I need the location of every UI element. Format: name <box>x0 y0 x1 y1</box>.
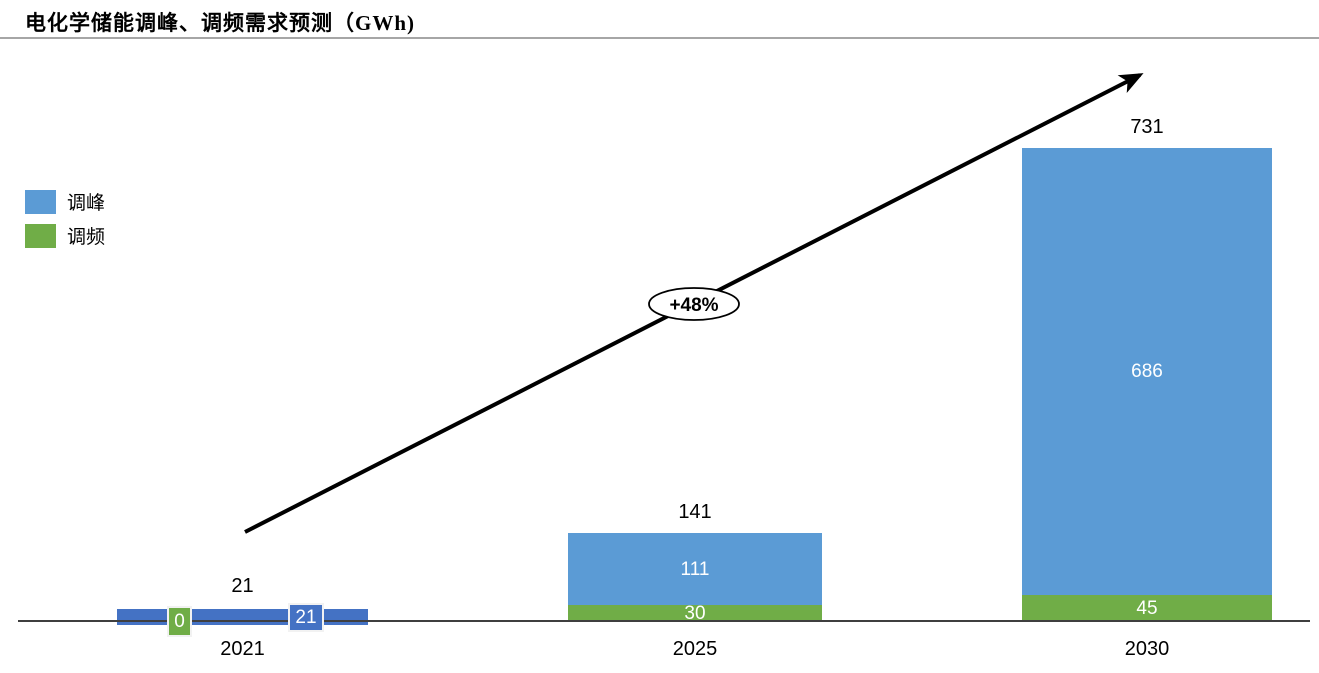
total-label-2030: 731 <box>1130 116 1164 138</box>
growth-ellipse <box>648 287 740 321</box>
bar-2021-peak-shaving <box>117 609 368 625</box>
total-label-2021: 21 <box>231 575 254 597</box>
chart-title: 电化学储能调峰、调频需求预测（GWh) <box>25 11 416 35</box>
growth-annotation: +48% <box>669 295 718 316</box>
legend: 调峰 调频 <box>25 188 105 256</box>
legend-swatch-frequency <box>25 223 56 248</box>
bar-2030-frequency: 45 <box>1022 595 1272 622</box>
total-label-2025: 141 <box>678 501 712 523</box>
bar-2025-peak-shaving-value: 111 <box>680 558 710 580</box>
label-box-2021-frequency: 0 <box>167 606 192 637</box>
legend-swatch-peak-shaving <box>25 189 56 214</box>
legend-item-peak-shaving: 调峰 <box>25 188 105 215</box>
legend-label-frequency: 调频 <box>67 227 106 248</box>
x-label-2030: 2030 <box>1124 638 1170 660</box>
bar-2030-frequency-value: 45 <box>1136 598 1158 619</box>
bar-2025-peak-shaving: 111 <box>568 533 822 605</box>
label-box-2021-peak-shaving: 21 <box>288 603 324 632</box>
legend-label-peak-shaving: 调峰 <box>67 193 106 214</box>
legend-item-frequency: 调频 <box>25 222 105 249</box>
bar-2030-peak-shaving: 686 <box>1022 148 1272 595</box>
x-label-2025: 2025 <box>672 638 718 660</box>
x-axis-line <box>18 620 1310 622</box>
bar-2025-frequency: 30 <box>568 603 822 624</box>
bar-2030-peak-shaving-value: 686 <box>1131 361 1163 382</box>
bar-2025-frequency-value: 30 <box>684 603 706 624</box>
title-divider <box>0 37 1319 39</box>
growth-arrow <box>244 73 1144 534</box>
x-label-2021: 2021 <box>220 638 265 660</box>
